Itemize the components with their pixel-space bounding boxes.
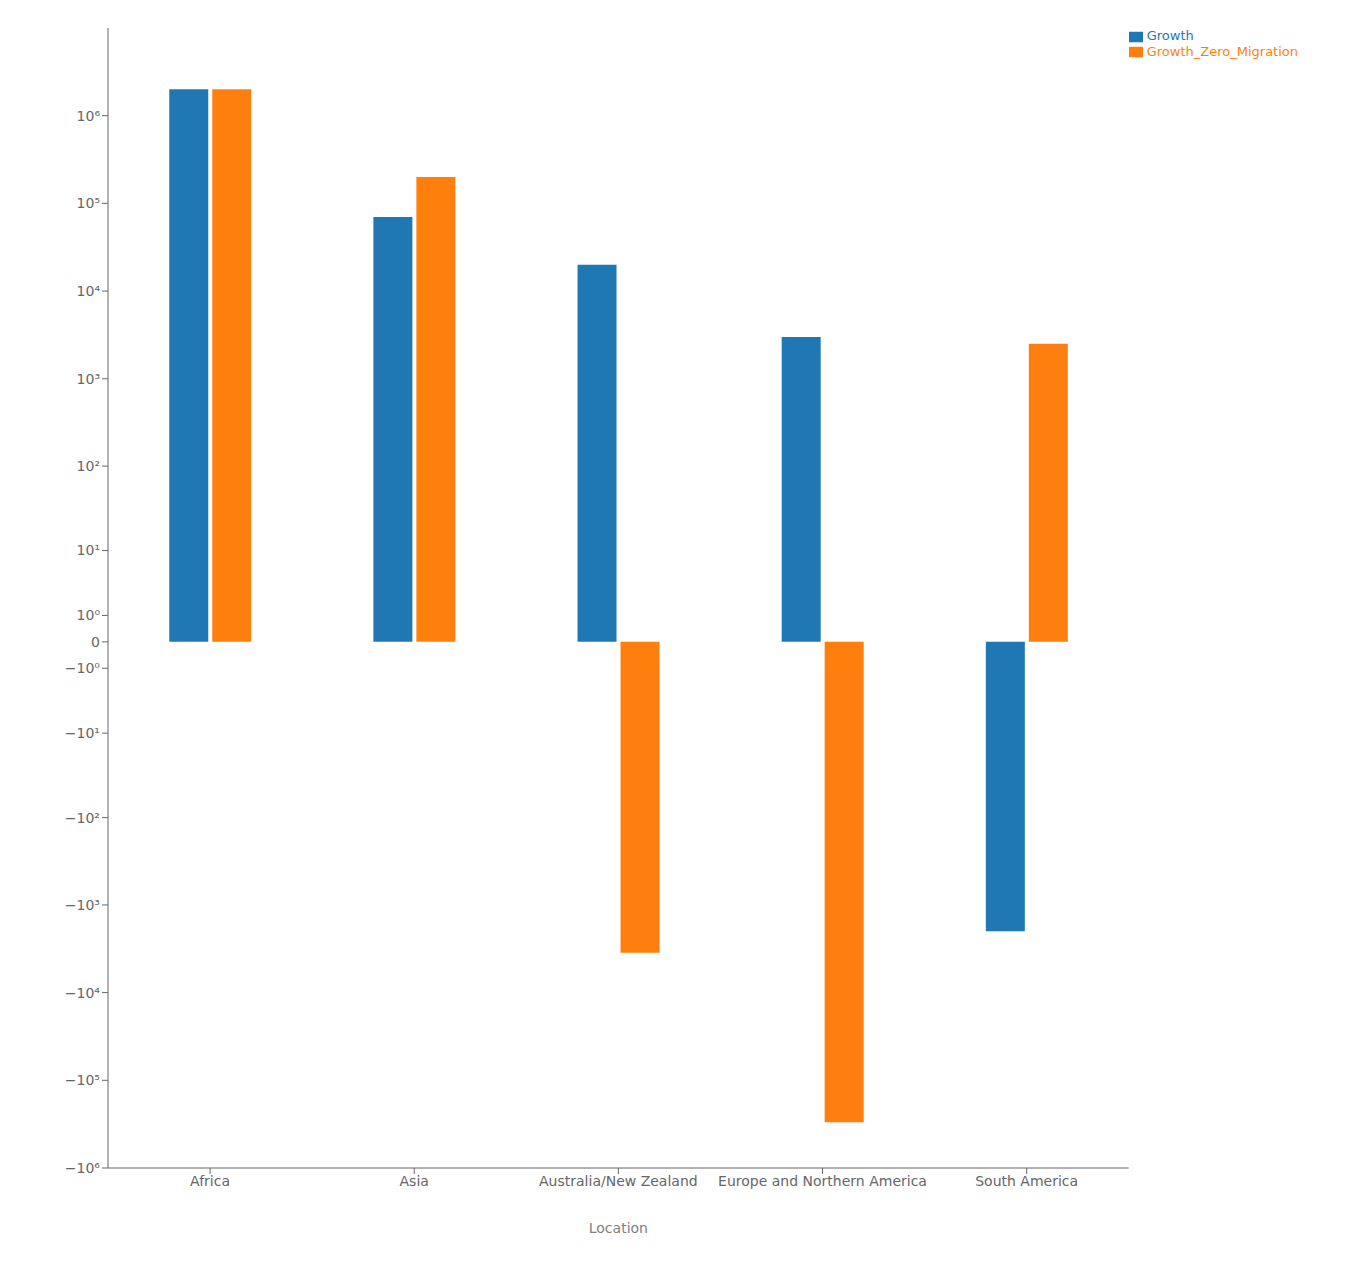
html-text:Growth_Zero_Migration: Growth_Zero_Migration — [1146, 43, 1298, 59]
svg-text:10⁵: 10⁵ — [77, 195, 100, 211]
svg-text:−10²: −10² — [65, 810, 100, 826]
svg-text:−10⁶: −10⁶ — [65, 1160, 101, 1176]
svg-text:Australia/New Zealand: Australia/New Zealand — [539, 1173, 698, 1189]
svg-text:Europe and Northern America: Europe and Northern America — [718, 1173, 927, 1189]
svg-text:−10⁰: −10⁰ — [65, 660, 101, 676]
svg-text:South America: South America — [975, 1173, 1078, 1189]
html-text:Growth: Growth — [1146, 28, 1194, 43]
svg-text:10³: 10³ — [77, 371, 100, 387]
svg-text:10⁶: 10⁶ — [77, 108, 101, 124]
svg-text:10²: 10² — [77, 458, 100, 474]
svg-text:Asia: Asia — [400, 1173, 429, 1189]
svg-text:−10¹: −10¹ — [65, 725, 100, 741]
svg-text:Location: Location — [589, 1220, 648, 1236]
svg-text:Africa: Africa — [190, 1173, 230, 1189]
svg-text:−10³: −10³ — [65, 897, 100, 913]
svg-text:10¹: 10¹ — [77, 542, 100, 558]
svg-text:0: 0 — [91, 634, 100, 650]
svg-text:−10⁵: −10⁵ — [65, 1072, 100, 1088]
svg-text:10⁰: 10⁰ — [77, 607, 101, 623]
svg-text:10⁴: 10⁴ — [77, 283, 101, 299]
svg-text:−10⁴: −10⁴ — [65, 985, 101, 1001]
